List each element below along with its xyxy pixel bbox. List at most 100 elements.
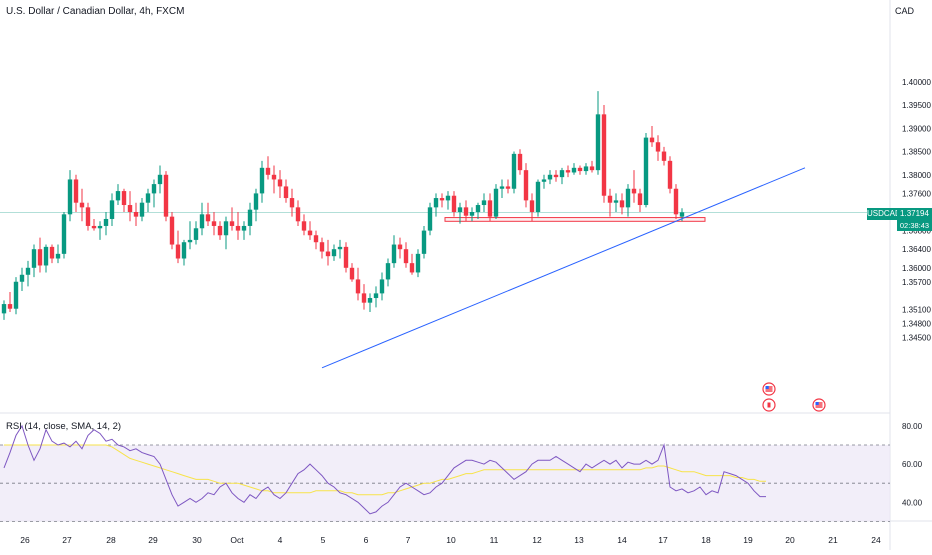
- candle-body: [157, 174, 163, 185]
- price-axis-tick: 1.34800: [902, 320, 931, 329]
- candle-body: [163, 174, 169, 217]
- candle-body: [19, 274, 25, 282]
- time-axis-tick: 5: [321, 535, 326, 545]
- candle-body: [613, 200, 619, 203]
- candle-body: [427, 207, 433, 231]
- candle-body: [151, 184, 157, 194]
- time-axis-tick: 30: [192, 535, 202, 545]
- candle-body: [313, 235, 319, 243]
- candle-body: [145, 193, 151, 203]
- candle-body: [181, 242, 187, 259]
- candle-body: [331, 249, 337, 257]
- candle-body: [265, 167, 271, 175]
- candle-body: [595, 114, 601, 171]
- candle-body: [469, 212, 475, 216]
- price-axis-tick: 1.36400: [902, 245, 931, 254]
- time-axis-tick: 18: [701, 535, 711, 545]
- candle-body: [325, 251, 331, 257]
- time-axis-tick: 29: [148, 535, 158, 545]
- currency-label: CAD: [894, 6, 914, 16]
- candle-body: [571, 167, 577, 173]
- candle-body: [307, 230, 313, 236]
- candle-body: [535, 181, 541, 212]
- candle-body: [43, 246, 49, 266]
- candle-body: [253, 193, 259, 210]
- price-axis-tick: 1.38500: [902, 148, 931, 157]
- candle-body: [439, 198, 445, 201]
- time-axis-tick: 20: [785, 535, 795, 545]
- candle-body: [247, 209, 253, 226]
- candle-body: [481, 200, 487, 206]
- candle-body: [277, 179, 283, 187]
- time-axis-tick: 7: [406, 535, 411, 545]
- last-price-badge: 1.37194: [897, 208, 932, 220]
- candle-body: [451, 195, 457, 212]
- candle-body: [679, 212, 685, 217]
- candle-body: [343, 246, 349, 268]
- candle-body: [409, 263, 415, 273]
- candle-body: [133, 212, 139, 217]
- candle-body: [217, 225, 223, 236]
- candle-body: [13, 281, 19, 309]
- candle-body: [49, 246, 55, 259]
- candle-body: [103, 218, 109, 226]
- rsi-axis-tick: 80.00: [902, 422, 923, 431]
- candle-body: [385, 263, 391, 280]
- time-axis-tick: 6: [364, 535, 369, 545]
- candle-body: [619, 200, 625, 208]
- candle-body: [403, 249, 409, 264]
- candle-body: [397, 244, 403, 250]
- candle-body: [541, 179, 547, 182]
- chart-title: U.S. Dollar / Canadian Dollar, 4h, FXCM: [6, 6, 185, 17]
- price-axis-tick: 1.36800: [902, 227, 931, 236]
- price-axis-tick: 1.37600: [902, 189, 931, 198]
- candle-body: [361, 293, 367, 303]
- candle-body: [67, 179, 73, 215]
- candle-body: [559, 170, 565, 178]
- candle-body: [97, 225, 103, 229]
- candle-body: [373, 293, 379, 299]
- ca-flag-leaf: [767, 402, 771, 408]
- candle-body: [187, 239, 193, 243]
- candle-body: [169, 216, 175, 245]
- candle-body: [199, 214, 205, 229]
- time-axis-tick: 26: [20, 535, 30, 545]
- candle-body: [271, 174, 277, 180]
- candle-body: [421, 230, 427, 254]
- candle-body: [367, 298, 373, 303]
- candle-body: [499, 186, 505, 189]
- trendline: [321, 167, 806, 369]
- time-axis-tick: 19: [743, 535, 753, 545]
- candle-body: [349, 267, 355, 280]
- candle-body: [115, 191, 121, 201]
- candle-body: [649, 137, 655, 143]
- rsi-title: RSI (14, close, SMA, 14, 2): [6, 421, 122, 432]
- candle-body: [547, 174, 553, 180]
- candle-body: [61, 214, 67, 254]
- candle-body: [655, 142, 661, 152]
- candle-body: [589, 166, 595, 171]
- rsi-line: [3, 424, 766, 515]
- rsi-axis-tick: 60.00: [902, 460, 923, 469]
- candle-body: [139, 202, 145, 217]
- time-axis-tick: 4: [278, 535, 283, 545]
- candle-body: [391, 244, 397, 264]
- candle-body: [511, 153, 517, 189]
- candle-body: [457, 207, 463, 212]
- candle-body: [415, 253, 421, 273]
- candle-body: [661, 151, 667, 161]
- candle-body: [91, 225, 97, 229]
- candle-body: [79, 202, 85, 208]
- candle-body: [37, 249, 43, 266]
- price-axis-tick: 1.36000: [902, 264, 931, 273]
- symbol-badge: USDCAD: [867, 208, 901, 220]
- candle-body: [211, 221, 217, 226]
- candle-body: [631, 188, 637, 194]
- us-flag-canton: [765, 386, 769, 389]
- candle-body: [517, 153, 523, 171]
- candle-body: [235, 225, 241, 231]
- candle-body: [73, 179, 79, 203]
- time-axis-tick: 28: [106, 535, 116, 545]
